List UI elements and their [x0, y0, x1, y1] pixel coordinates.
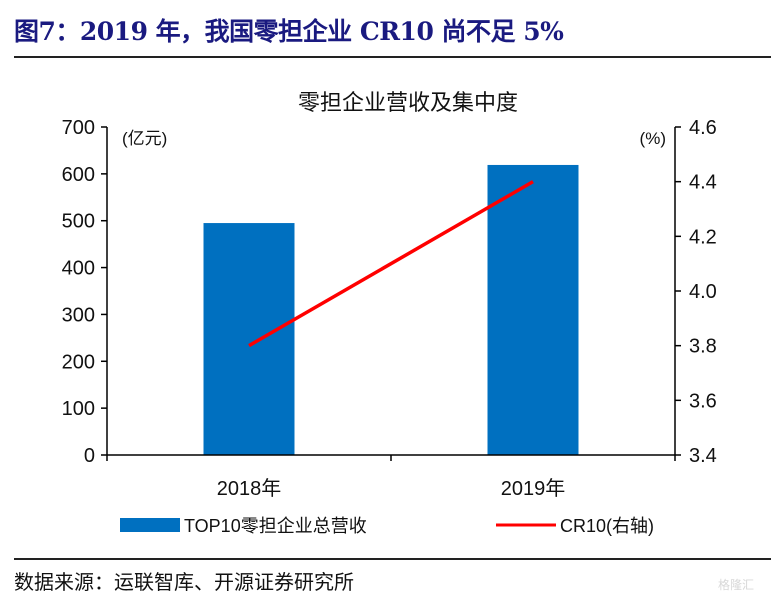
legend-bar-label: TOP10零担企业总营收 — [184, 516, 367, 536]
right-tick-label: 3.4 — [689, 445, 717, 467]
right-tick-label: 3.6 — [689, 390, 717, 412]
x-tick-label: 2018年 — [217, 477, 282, 500]
left-tick-label: 700 — [62, 117, 95, 139]
chart: 零担企业营收及集中度 0 100 200 300 400 500 600 700 3.4 3.6 3… — [62, 91, 717, 536]
bottom-rule — [14, 558, 771, 560]
left-tick-label: 200 — [62, 351, 95, 373]
right-tick-label: 4.4 — [689, 172, 717, 194]
left-tick-label: 100 — [62, 398, 95, 420]
source-note: 数据来源：运联智库、开源证券研究所 — [14, 570, 354, 594]
right-axis-unit: (%) — [640, 129, 666, 148]
figure-title: 图7：2019 年，我国零担企业 CR10 尚不足 5% — [14, 17, 564, 46]
legend-bar-swatch — [120, 518, 180, 532]
left-axis-unit: (亿元) — [122, 129, 167, 148]
watermark: 格隆汇 — [718, 578, 755, 592]
left-tick-label: 500 — [62, 211, 95, 233]
left-tick-label: 0 — [84, 445, 95, 467]
bar-2019年 — [487, 164, 579, 455]
legend-line-label: CR10(右轴) — [560, 516, 654, 536]
right-tick-label: 3.8 — [689, 336, 717, 358]
left-tick-label: 600 — [62, 164, 95, 186]
left-tick-label: 300 — [62, 304, 95, 326]
left-tick-label: 400 — [62, 258, 95, 280]
chart-title: 零担企业营收及集中度 — [298, 91, 518, 116]
top-rule — [14, 56, 771, 58]
x-tick-label: 2019年 — [501, 477, 566, 500]
bar-2018年 — [203, 223, 295, 455]
right-tick-label: 4.0 — [689, 281, 717, 303]
right-tick-label: 4.6 — [689, 117, 717, 139]
cr10-line — [248, 180, 534, 348]
right-tick-label: 4.2 — [689, 226, 717, 248]
